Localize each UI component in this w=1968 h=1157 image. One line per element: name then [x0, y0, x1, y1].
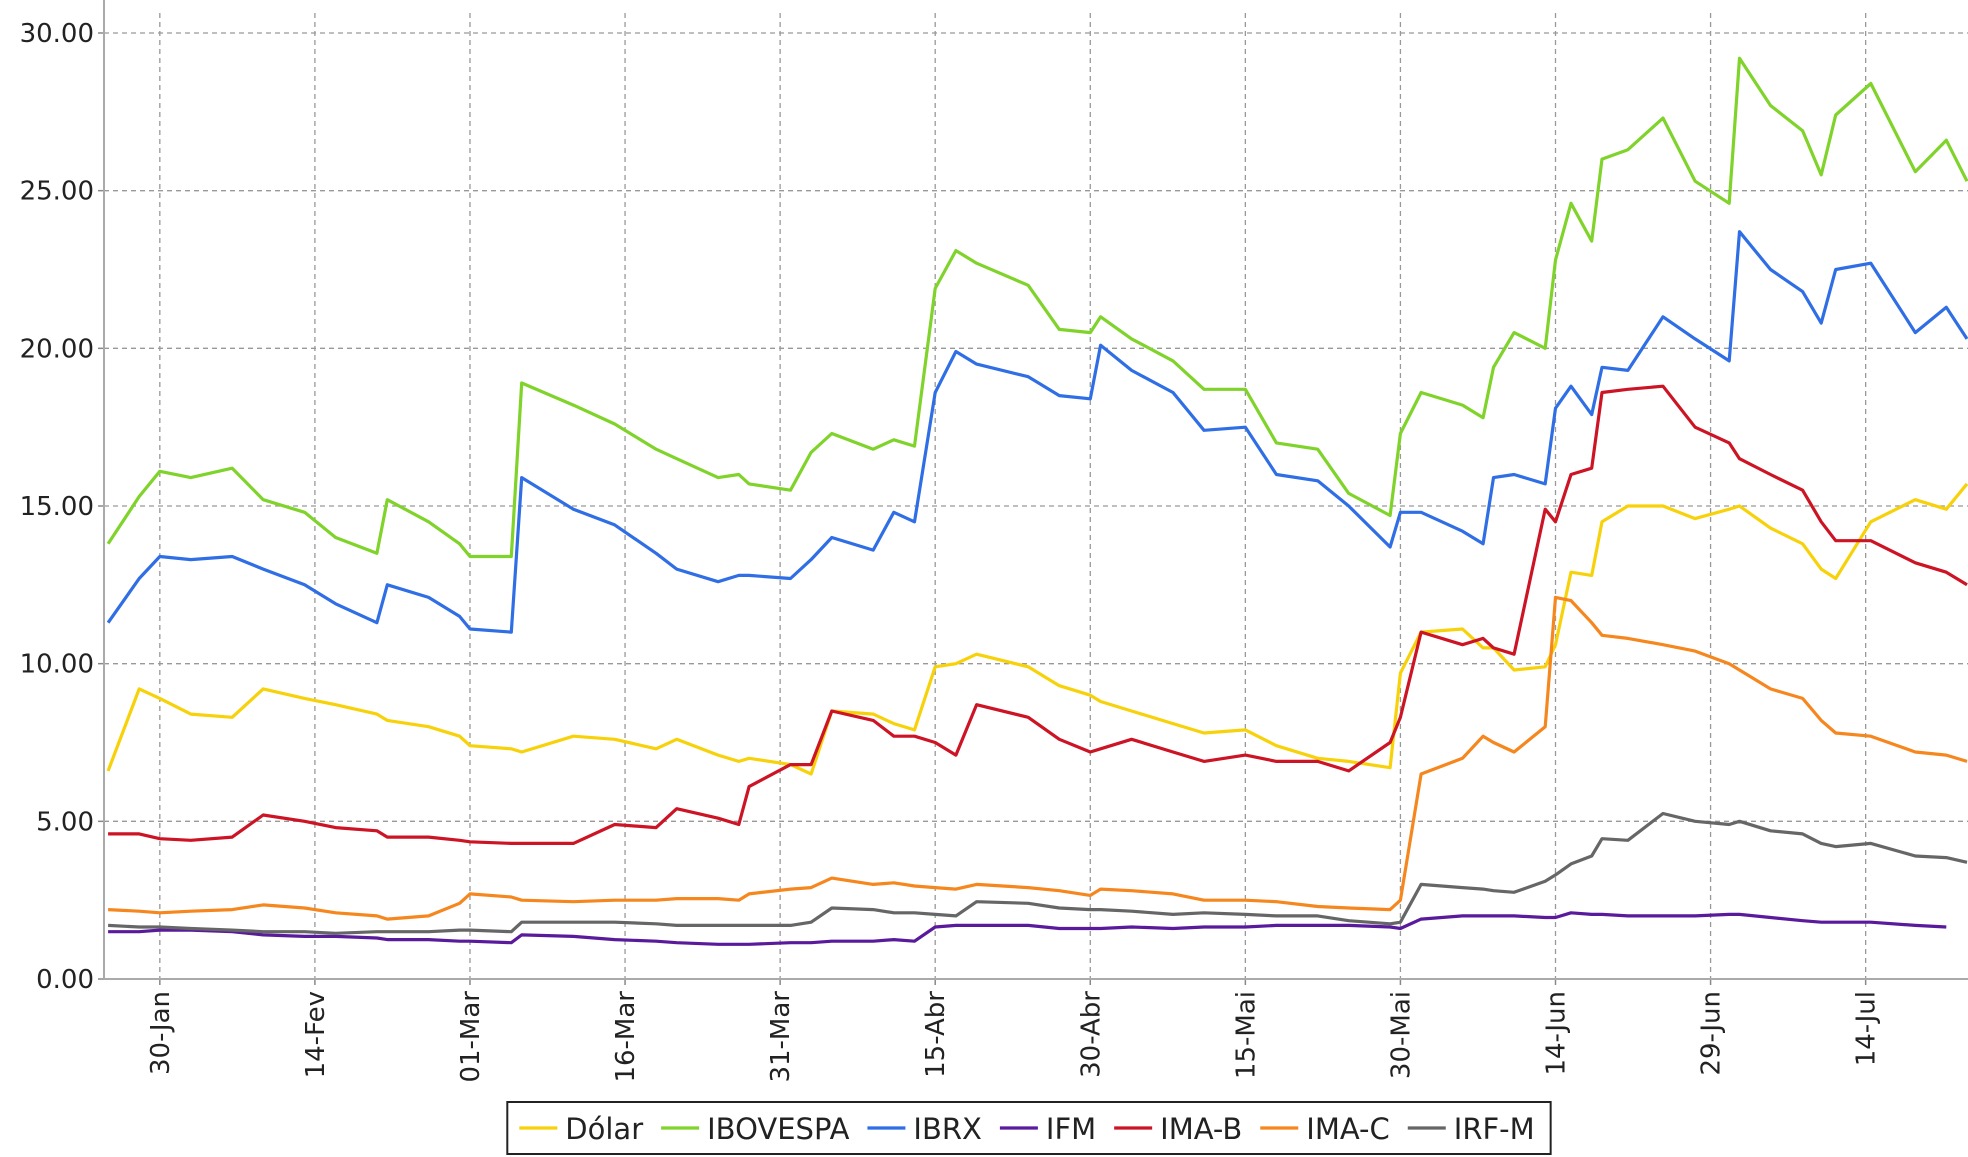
x-tick-label: 16-Mar [611, 991, 641, 1083]
series-line [106, 230, 1968, 634]
y-tick-label: 25.00 [20, 177, 94, 207]
x-tick-label: 30-Jan [146, 991, 176, 1075]
y-tick-label: 20.00 [20, 334, 94, 364]
series-line [108, 911, 1947, 946]
legend-label: IMA-C [1306, 1112, 1390, 1146]
y-tick-label: 0.00 [36, 965, 94, 995]
x-tick-label: 01-Mar [456, 991, 486, 1083]
series-line [106, 482, 1968, 776]
y-tick-label: 15.00 [20, 492, 94, 522]
series-line [106, 56, 1968, 559]
series-line [108, 595, 1968, 921]
legend-label: IFM [1046, 1112, 1096, 1146]
legend-label: IBOVESPA [707, 1112, 849, 1146]
y-tick-label: 10.00 [20, 650, 94, 680]
x-tick-label: 15-Abr [921, 991, 951, 1078]
x-tick-label: 15-Mai [1231, 991, 1261, 1079]
x-tick-label: 14-Jul [1852, 991, 1882, 1066]
legend: Dólar IBOVESPA IBRX IFM IMA-B IMA-C IRF-M [506, 1101, 1552, 1155]
y-tick-label: 30.00 [20, 19, 94, 49]
x-tick-label: 30-Abr [1076, 991, 1106, 1078]
x-tick-label: 31-Mar [766, 991, 796, 1083]
series-line [108, 384, 1968, 845]
legend-label: IMA-B [1160, 1112, 1242, 1146]
x-tick-label: 30-Mai [1386, 991, 1416, 1079]
y-tick-label: 5.00 [36, 807, 94, 837]
series-line [108, 811, 1968, 935]
legend-label: IBRX [913, 1112, 981, 1146]
legend-label: IRF-M [1454, 1112, 1535, 1146]
legend-label: Dólar [565, 1112, 643, 1146]
x-tick-label: 29-Jun [1697, 991, 1727, 1076]
x-tick-label: 14-Fev [301, 991, 331, 1078]
x-tick-label: 14-Jun [1542, 991, 1572, 1076]
